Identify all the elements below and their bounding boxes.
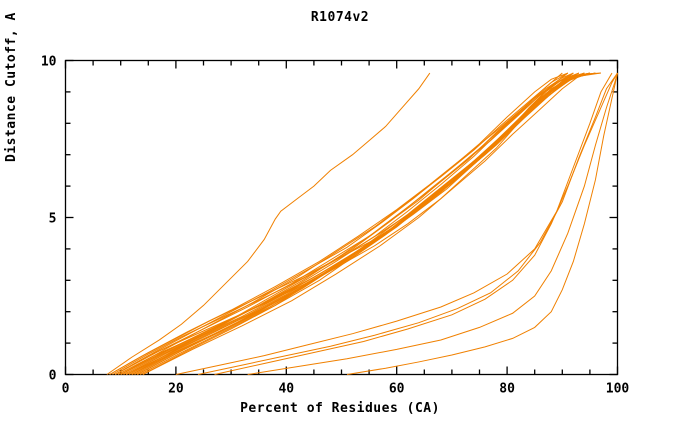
curve-model-01-outlier-early [106,72,431,375]
x-tick-label-80: 80 [499,382,515,397]
x-tick-label-40: 40 [278,382,294,397]
curve-model-12 [137,72,585,375]
curve-model-17 [109,72,574,375]
x-axis-label: Percent of Residues (CA) [240,401,440,416]
x-tick-label-0: 0 [62,382,70,397]
curve-model-23-flat-tail [214,72,618,375]
data-curves [106,72,618,375]
curve-model-25-lowest [346,72,618,375]
x-tick-label-60: 60 [389,382,405,397]
curve-model-27 [120,72,569,375]
curve-model-22-flat-tail [197,72,618,375]
curve-model-10 [131,72,596,375]
curve-model-29 [131,72,591,375]
curve-model-16 [142,72,596,375]
x-tick-label-100: 100 [606,382,630,397]
y-tick-label-10: 10 [41,55,57,70]
page-title: R1074v2 [310,10,370,25]
x-tick-label-20: 20 [168,382,184,397]
axis-tick-labels: 0 20 40 60 80 100 0 5 10 [41,55,630,397]
curve-model-26 [114,72,563,375]
y-tick-label-5: 5 [49,212,57,227]
curve-model-24-low-outlier [247,72,618,375]
curve-model-21-flat-tail [175,72,613,375]
curve-model-15 [120,72,569,375]
curve-model-19 [131,72,585,375]
axis-ticks [64,59,619,376]
curve-model-30 [142,72,602,375]
curve-model-02 [109,72,574,375]
curve-model-14 [114,72,568,375]
y-tick-label-0: 0 [49,369,57,384]
